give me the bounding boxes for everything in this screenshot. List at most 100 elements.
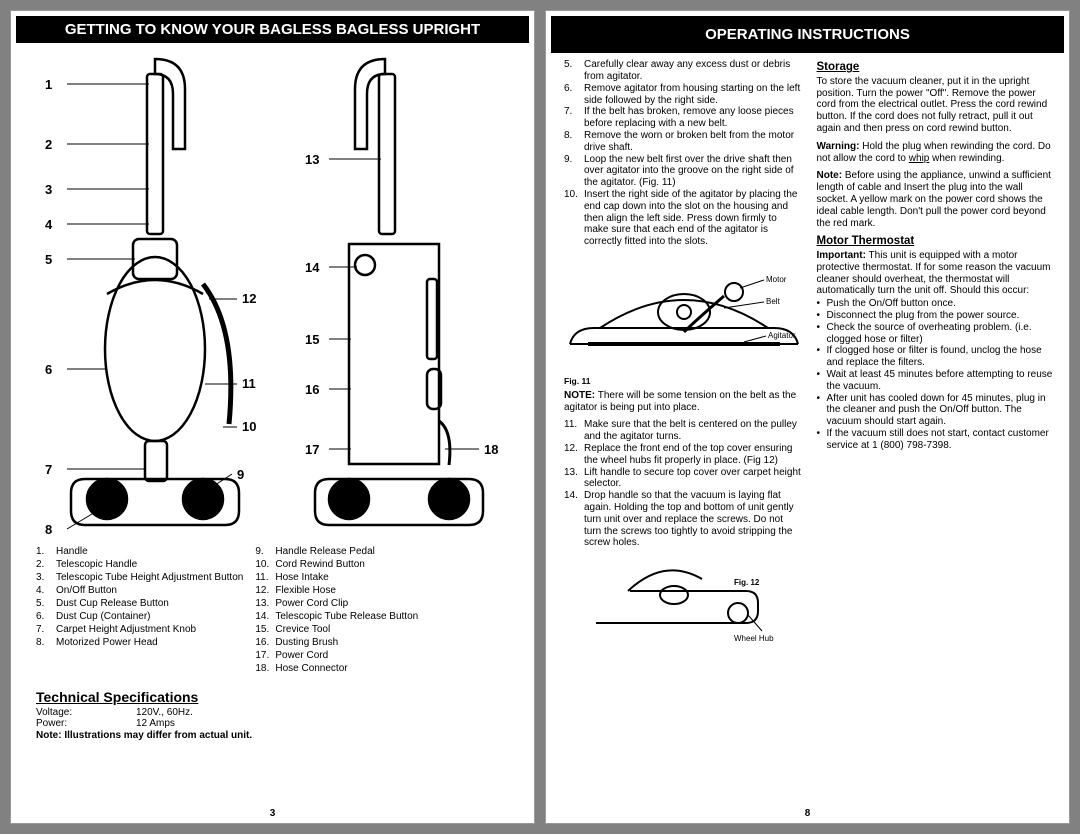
note2-text: Before using the appliance, unwind a suf…: [817, 170, 1051, 228]
fig11-caption: Fig. 11: [564, 376, 803, 386]
parts-list-item: 6.Dust Cup (Container): [36, 610, 243, 623]
parts-list-item: 11.Hose Intake: [255, 571, 418, 584]
instruction-step: 8.Remove the worn or broken belt from th…: [564, 130, 803, 154]
instruction-step: 6.Remove agitator from housing starting …: [564, 83, 803, 107]
bullet-item: •If clogged hose or filter is found, unc…: [817, 345, 1056, 369]
steps-list-a: 5.Carefully clear away any excess dust o…: [564, 59, 803, 248]
svg-text:15: 15: [305, 332, 319, 347]
parts-list-item: 13.Power Cord Clip: [255, 597, 418, 610]
instruction-step: 11.Make sure that the belt is centered o…: [564, 419, 803, 443]
parts-list-col1: 1.Handle2.Telescopic Handle3.Telescopic …: [36, 545, 243, 675]
instruction-step: 5.Carefully clear away any excess dust o…: [564, 59, 803, 83]
svg-text:1: 1: [45, 77, 52, 92]
parts-list-item: 3.Telescopic Tube Height Adjustment Butt…: [36, 571, 243, 584]
parts-list-item: 4.On/Off Button: [36, 584, 243, 597]
parts-list-item: 9.Handle Release Pedal: [255, 545, 418, 558]
parts-list-item: 12.Flexible Hose: [255, 584, 418, 597]
parts-list-item: 10.Cord Rewind Button: [255, 558, 418, 571]
vacuum-rear-diagram: 13 14 15 16 17 18: [289, 49, 509, 539]
bullet-item: •Check the source of overheating problem…: [817, 322, 1056, 346]
op-col-2: Storage To store the vacuum cleaner, put…: [817, 59, 1056, 651]
parts-list-item: 17.Power Cord: [255, 649, 418, 662]
svg-text:Motor: Motor: [766, 275, 787, 284]
operating-columns: 5.Carefully clear away any excess dust o…: [564, 59, 1055, 651]
svg-text:4: 4: [45, 217, 53, 232]
technical-specifications: Technical Specifications Voltage: 120V.,…: [36, 689, 509, 741]
thermostat-bullets: •Push the On/Off button once.•Disconnect…: [817, 298, 1056, 451]
storage-heading: Storage: [817, 61, 1056, 75]
spec-note: Note: Illustrations may differ from actu…: [36, 730, 509, 741]
svg-text:Belt: Belt: [766, 297, 781, 306]
svg-text:2: 2: [45, 137, 52, 152]
bullet-item: •Disconnect the plug from the power sour…: [817, 310, 1056, 322]
svg-text:10: 10: [242, 419, 256, 434]
instruction-step: 13.Lift handle to secure top cover over …: [564, 467, 803, 491]
page-title-left: GETTING TO KNOW YOUR BAGLESS BAGLESS UPR…: [16, 16, 529, 43]
svg-text:6: 6: [45, 362, 52, 377]
figure-11: Motor Belt Agitator Fig. 11: [564, 252, 803, 386]
note-bold: NOTE:: [564, 390, 595, 401]
important-bold: Important:: [817, 250, 866, 261]
instruction-step: 9.Loop the new belt first over the drive…: [564, 154, 803, 189]
svg-text:8: 8: [45, 522, 52, 537]
parts-list-item: 18.Hose Connector: [255, 662, 418, 675]
svg-text:7: 7: [45, 462, 52, 477]
svg-text:16: 16: [305, 382, 319, 397]
svg-text:11: 11: [242, 376, 256, 391]
svg-text:5: 5: [45, 252, 52, 267]
svg-text:Agitator: Agitator: [768, 331, 796, 340]
note-tension: NOTE: There will be some tension on the …: [564, 390, 803, 414]
note-para: Note: Before using the appliance, unwind…: [817, 170, 1056, 229]
instruction-step: 7.If the belt has broken, remove any loo…: [564, 106, 803, 130]
parts-list-item: 5.Dust Cup Release Button: [36, 597, 243, 610]
bullet-item: •If the vacuum still does not start, con…: [817, 428, 1056, 452]
spec-value: 12 Amps: [136, 718, 175, 729]
spec-label: Power:: [36, 718, 136, 729]
parts-list-item: 16.Dusting Brush: [255, 636, 418, 649]
spec-row: Voltage: 120V., 60Hz.: [36, 707, 509, 718]
spec-label: Voltage:: [36, 707, 136, 718]
svg-text:14: 14: [305, 260, 320, 275]
svg-text:18: 18: [484, 442, 498, 457]
op-col-1: 5.Carefully clear away any excess dust o…: [564, 59, 803, 651]
storage-text: To store the vacuum cleaner, put it in t…: [817, 76, 1056, 135]
svg-text:9: 9: [237, 467, 244, 482]
svg-text:17: 17: [305, 442, 319, 457]
bullet-item: •Push the On/Off button once.: [817, 298, 1056, 310]
svg-text:Wheel Hub: Wheel Hub: [734, 634, 774, 643]
parts-list-col2: 9.Handle Release Pedal10.Cord Rewind But…: [255, 545, 418, 675]
page-spread: GETTING TO KNOW YOUR BAGLESS BAGLESS UPR…: [10, 10, 1070, 824]
spec-value: 120V., 60Hz.: [136, 707, 193, 718]
figure-12: Fig. 12 Wheel Hub: [588, 553, 803, 647]
product-diagram: 1 2 3 4 5 6 7 8 9 10 11 12: [23, 49, 522, 539]
motor-thermostat-heading: Motor Thermostat: [817, 235, 1056, 249]
page-number-right: 8: [805, 808, 811, 819]
page-number-left: 3: [270, 808, 276, 819]
warning-bold: Warning:: [817, 141, 860, 152]
spec-row: Power: 12 Amps: [36, 718, 509, 729]
page-right: OPERATING INSTRUCTIONS 5.Carefully clear…: [545, 10, 1070, 824]
tech-spec-heading: Technical Specifications: [36, 689, 509, 705]
bullet-item: •Wait at least 45 minutes before attempt…: [817, 369, 1056, 393]
svg-text:13: 13: [305, 152, 319, 167]
page-title-right: OPERATING INSTRUCTIONS: [551, 16, 1064, 53]
parts-list-item: 8.Motorized Power Head: [36, 636, 243, 649]
note-text: There will be some tension on the belt a…: [564, 390, 796, 413]
warning-para: Warning: Hold the plug when rewinding th…: [817, 141, 1056, 165]
parts-list: 1.Handle2.Telescopic Handle3.Telescopic …: [36, 545, 509, 675]
svg-text:Fig. 12: Fig. 12: [734, 578, 760, 587]
instruction-step: 12.Replace the front end of the top cove…: [564, 443, 803, 467]
parts-list-item: 7.Carpet Height Adjustment Knob: [36, 623, 243, 636]
instruction-step: 10.Insert the right side of the agitator…: [564, 189, 803, 248]
page-left: GETTING TO KNOW YOUR BAGLESS BAGLESS UPR…: [10, 10, 535, 824]
note2-bold: Note:: [817, 170, 843, 181]
steps-list-b: 11.Make sure that the belt is centered o…: [564, 419, 803, 549]
svg-text:12: 12: [242, 291, 256, 306]
parts-list-item: 14.Telescopic Tube Release Button: [255, 610, 418, 623]
vacuum-front-diagram: 1 2 3 4 5 6 7 8 9 10 11 12: [37, 49, 267, 539]
parts-list-item: 1.Handle: [36, 545, 243, 558]
important-para: Important: This unit is equipped with a …: [817, 250, 1056, 297]
parts-list-item: 2.Telescopic Handle: [36, 558, 243, 571]
svg-text:3: 3: [45, 182, 52, 197]
parts-list-item: 15.Crevice Tool: [255, 623, 418, 636]
